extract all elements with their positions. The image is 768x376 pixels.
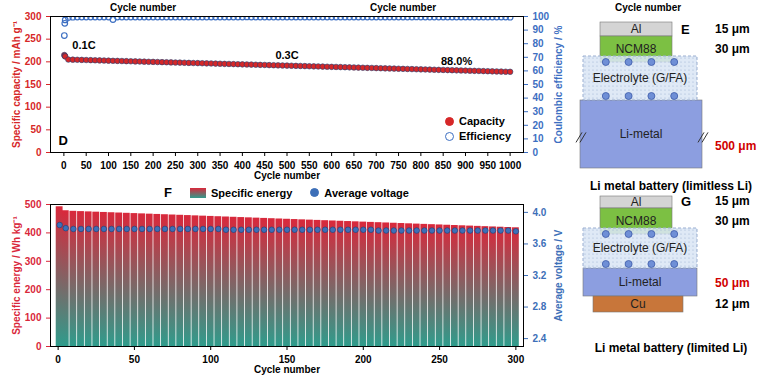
svg-text:10: 10 xyxy=(533,133,545,144)
svg-text:30 μm: 30 μm xyxy=(715,42,750,56)
svg-text:200: 200 xyxy=(25,56,42,67)
svg-text:88.0%: 88.0% xyxy=(441,55,472,67)
svg-text:15 μm: 15 μm xyxy=(715,194,750,208)
svg-text:50 μm: 50 μm xyxy=(715,276,750,290)
svg-text:0: 0 xyxy=(533,147,539,158)
svg-text:Al: Al xyxy=(631,22,642,36)
svg-text:150: 150 xyxy=(122,160,139,171)
svg-text:Specific capacity / mAh g⁻¹: Specific capacity / mAh g⁻¹ xyxy=(11,20,22,148)
svg-text:D: D xyxy=(59,133,68,148)
svg-text:250: 250 xyxy=(25,33,42,44)
html-text:Cycle number: Cycle number xyxy=(615,2,682,13)
html-text:Specific energy: Specific energy xyxy=(211,186,293,199)
html-text:Average voltage: Average voltage xyxy=(324,186,409,199)
svg-text:850: 850 xyxy=(435,160,452,171)
svg-text:50: 50 xyxy=(533,79,545,90)
html-text:Cycle number: Cycle number xyxy=(110,2,177,13)
svg-text:100: 100 xyxy=(25,101,42,112)
html-text:F: F xyxy=(164,185,172,200)
svg-text:200: 200 xyxy=(25,284,42,295)
svg-text:50: 50 xyxy=(30,124,42,135)
svg-text:0.1C: 0.1C xyxy=(72,39,95,51)
svg-text:Coulombic efficiency / %: Coulombic efficiency / % xyxy=(553,25,564,143)
svg-text:3.2: 3.2 xyxy=(533,270,547,281)
svg-text:100: 100 xyxy=(533,11,550,22)
svg-text:500: 500 xyxy=(278,159,296,171)
svg-text:750: 750 xyxy=(390,160,407,171)
svg-text:1000: 1000 xyxy=(499,160,522,171)
svg-text:200: 200 xyxy=(355,354,372,365)
svg-text:Cycle number: Cycle number xyxy=(254,364,320,375)
svg-text:150: 150 xyxy=(25,79,42,90)
svg-text:350: 350 xyxy=(212,160,229,171)
svg-text:250: 250 xyxy=(167,160,184,171)
svg-text:E: E xyxy=(681,22,690,37)
svg-text:300: 300 xyxy=(25,256,42,267)
svg-text:500 μm: 500 μm xyxy=(715,139,756,153)
svg-text:300: 300 xyxy=(25,11,42,22)
svg-text:Specific energy / Wh kg⁻¹: Specific energy / Wh kg⁻¹ xyxy=(11,216,22,335)
svg-text:650: 650 xyxy=(346,160,363,171)
svg-text:0: 0 xyxy=(61,160,67,171)
svg-text:100: 100 xyxy=(25,312,42,323)
svg-text:200: 200 xyxy=(145,160,162,171)
svg-text:20: 20 xyxy=(533,120,545,131)
svg-text:90: 90 xyxy=(533,24,545,35)
svg-text:300: 300 xyxy=(508,354,525,365)
svg-text:Cycle number: Cycle number xyxy=(254,170,320,181)
svg-text:Al: Al xyxy=(631,195,642,209)
html-text:Capacity: Capacity xyxy=(459,115,505,127)
svg-text:3.6: 3.6 xyxy=(533,238,547,249)
svg-text:NCM88: NCM88 xyxy=(616,214,657,228)
svg-text:Electrolyte (G/FA): Electrolyte (G/FA) xyxy=(593,71,688,85)
svg-text:150: 150 xyxy=(278,353,296,365)
svg-text:Li metal battery (limitless Li: Li metal battery (limitless Li) xyxy=(590,179,752,193)
svg-text:450: 450 xyxy=(256,159,273,171)
svg-text:70: 70 xyxy=(533,52,545,63)
svg-text:0: 0 xyxy=(55,354,61,365)
svg-text:900: 900 xyxy=(457,160,474,171)
svg-text:250: 250 xyxy=(431,354,448,365)
svg-text:400: 400 xyxy=(234,160,251,171)
svg-text:30 μm: 30 μm xyxy=(715,214,750,228)
svg-text:700: 700 xyxy=(368,160,385,171)
svg-text:0.3C: 0.3C xyxy=(275,49,298,61)
svg-text:12 μm: 12 μm xyxy=(715,297,750,311)
svg-text:950: 950 xyxy=(479,160,496,171)
svg-text:2.8: 2.8 xyxy=(533,301,547,312)
svg-text:Li metal battery (limited Li): Li metal battery (limited Li) xyxy=(595,341,748,355)
svg-text:Cu: Cu xyxy=(630,297,645,311)
svg-text:100: 100 xyxy=(202,354,219,365)
svg-text:15 μm: 15 μm xyxy=(715,22,750,36)
svg-text:0: 0 xyxy=(36,341,42,352)
svg-text:2.4: 2.4 xyxy=(533,333,547,344)
svg-text:50: 50 xyxy=(129,354,141,365)
svg-text:60: 60 xyxy=(533,65,545,76)
html-text:Efficiency: Efficiency xyxy=(459,130,511,142)
svg-text:NCM88: NCM88 xyxy=(616,42,657,56)
svg-text:100: 100 xyxy=(100,160,117,171)
svg-text:80: 80 xyxy=(533,38,545,49)
svg-text:40: 40 xyxy=(533,92,545,103)
svg-text:500: 500 xyxy=(25,199,42,210)
svg-text:30: 30 xyxy=(533,106,545,117)
svg-text:600: 600 xyxy=(323,160,340,171)
svg-text:50: 50 xyxy=(81,160,93,171)
svg-text:G: G xyxy=(681,194,691,209)
svg-text:300: 300 xyxy=(189,160,206,171)
svg-text:4.0: 4.0 xyxy=(533,207,547,218)
svg-text:Li-metal: Li-metal xyxy=(619,275,662,289)
svg-text:0: 0 xyxy=(36,147,42,158)
svg-text:Li-metal: Li-metal xyxy=(620,127,663,141)
html-text:Cycle number: Cycle number xyxy=(370,2,437,13)
svg-text:550: 550 xyxy=(301,159,318,171)
svg-text:800: 800 xyxy=(413,160,430,171)
svg-text:Electrolyte (G/FA): Electrolyte (G/FA) xyxy=(593,241,688,255)
svg-text:Average voltage / V: Average voltage / V xyxy=(553,229,564,321)
svg-text:400: 400 xyxy=(25,227,42,238)
